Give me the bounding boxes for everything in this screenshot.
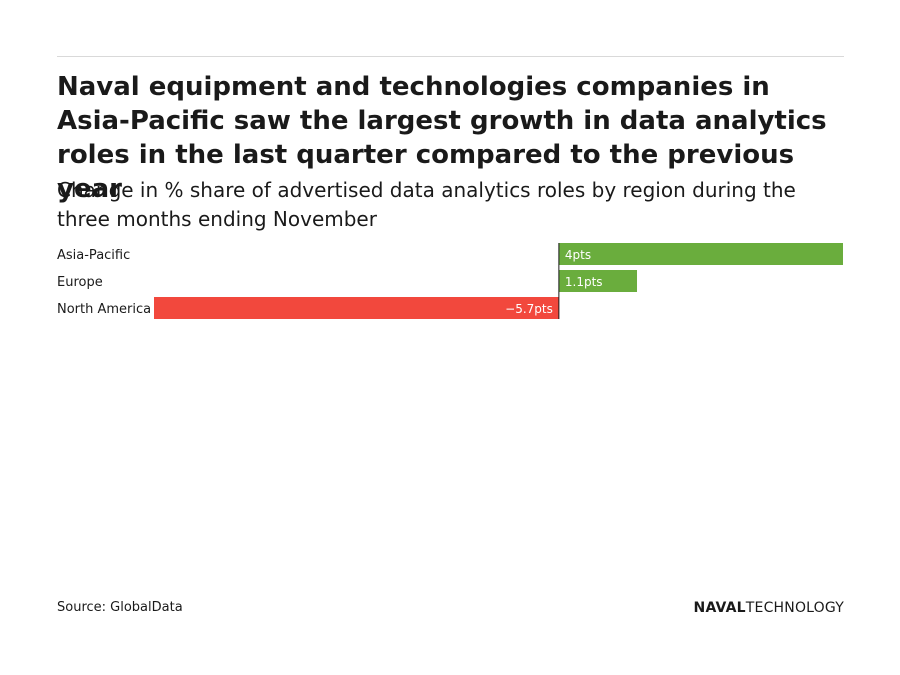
value-label: 4pts (565, 248, 591, 262)
brand-light: TECHNOLOGY (745, 600, 844, 616)
brand-bold: NAVAL (693, 600, 746, 616)
chart-subtitle: Change in % share of advertised data ana… (57, 178, 796, 231)
bar-europe (558, 270, 638, 292)
category-label: North America (57, 302, 151, 317)
category-label: Europe (57, 275, 103, 290)
brand-logo: NAVALTECHNOLOGY (694, 600, 844, 616)
value-label: 1.1pts (565, 275, 603, 289)
bar-asia-pacific (558, 243, 843, 265)
bar-north-america (154, 297, 559, 319)
chart-title: Naval equipment and technologies compani… (57, 72, 827, 204)
category-label: Asia-Pacific (57, 248, 130, 263)
source-note: Source: GlobalData (57, 600, 183, 615)
value-label: −5.7pts (505, 302, 553, 316)
top-divider (57, 56, 844, 57)
